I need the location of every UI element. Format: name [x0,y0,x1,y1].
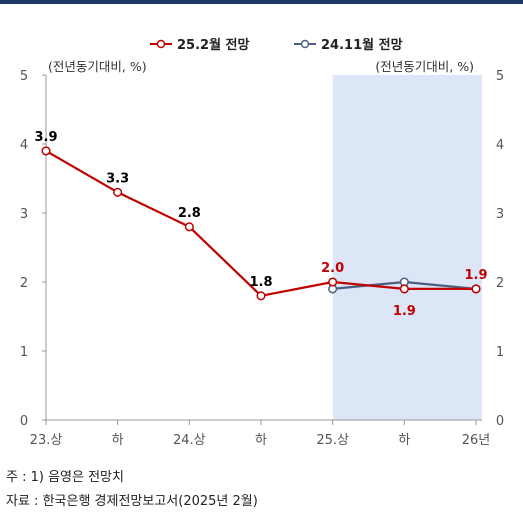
data-point [184,222,194,232]
top-rule [0,0,523,4]
y-tick-label-right: 3 [496,207,504,222]
y-tick-label-right: 4 [496,138,504,153]
legend-swatch-marker [300,39,310,49]
y-tick-label-left: 3 [20,207,28,222]
y-axis-label-right: (전년동기대비, %) [375,59,474,74]
data-label: 1.9 [464,268,487,283]
x-tick-label: 하 [255,433,267,448]
x-tick-label: 하 [112,433,124,448]
source-note: 자료 : 한국은행 경제전망보고서(2025년 2월) [6,494,258,509]
x-tick-label: 하 [398,433,410,448]
y-tick-label-left: 4 [20,138,28,153]
note-shading: 주 : 1) 음영은 전망치 [6,470,124,485]
y-tick-label-right: 5 [496,69,504,84]
data-label: 2.0 [321,261,344,276]
data-point [328,277,338,287]
y-tick-label-right: 1 [496,345,504,360]
chart-notes: 주 : 1) 음영은 전망치 자료 : 한국은행 경제전망보고서(2025년 2… [6,466,258,514]
legend-label: 24.11월 전망 [321,37,403,53]
y-axis-label-left: (전년동기대비, %) [48,59,147,74]
data-point [113,187,123,197]
legend-label: 25.2월 전망 [177,37,250,53]
data-label: 2.8 [178,206,201,221]
data-label: 3.9 [34,130,57,145]
x-tick-label: 25.상 [316,433,349,448]
data-label: 3.3 [106,171,129,186]
forecast-shading [332,75,482,420]
y-tick-label-left: 5 [20,69,28,84]
legend-swatch-marker [156,39,166,49]
data-point [399,284,409,294]
data-label: 1.9 [393,304,416,319]
data-label: 1.8 [249,275,272,290]
y-tick-label-left: 2 [20,276,28,291]
y-tick-label-left: 0 [20,414,28,429]
x-tick-label: 23.상 [30,433,63,448]
x-tick-label: 26년 [462,433,491,448]
y-tick-label-right: 2 [496,276,504,291]
y-tick-label-left: 1 [20,345,28,360]
x-tick-label: 24.상 [173,433,206,448]
y-tick-label-right: 0 [496,414,504,429]
data-point [41,146,51,156]
data-point [256,291,266,301]
data-point [471,284,481,294]
